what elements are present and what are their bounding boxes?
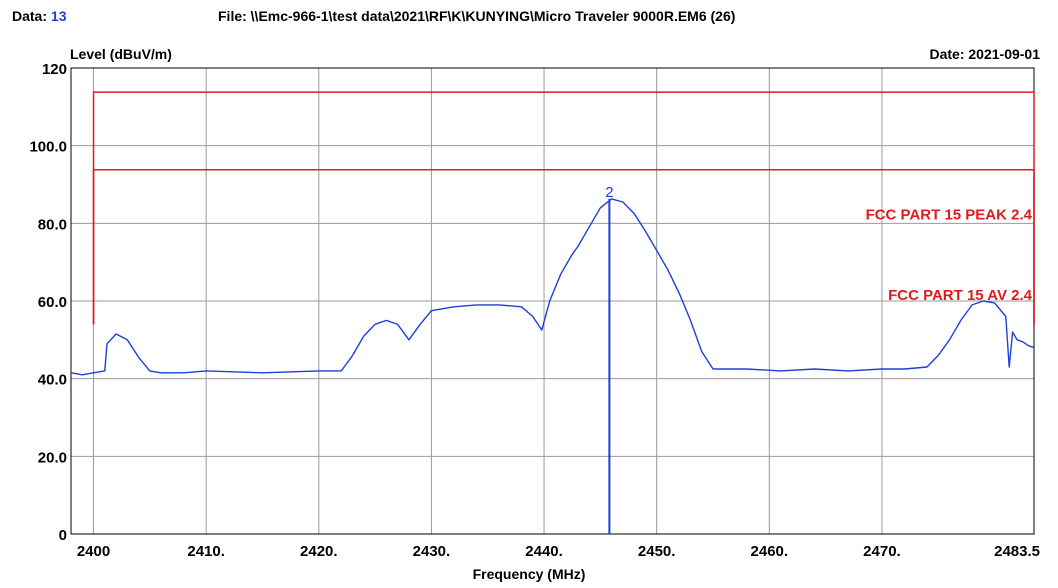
x-tick-label: 2483.5: [994, 543, 1040, 560]
x-tick-label: 2410.: [187, 543, 225, 560]
limit-lines: FCC PART 15 PEAK 2.4 FCC PART 15 AV 2.4: [92, 91, 1035, 325]
y-tick-label: 100.0: [29, 139, 67, 156]
x-tick-label: 2430.: [413, 543, 451, 560]
y-tick-label: 80.0: [38, 216, 67, 233]
x-tick-label: 2450.: [638, 543, 676, 560]
x-tick-label: 2470.: [863, 543, 901, 560]
y-axis-label: Level (dBuV/m): [70, 46, 172, 62]
x-tick-label: 2460.: [751, 543, 789, 560]
y-tick-label: 0: [59, 527, 67, 544]
x-tick-label: 2440.: [525, 543, 563, 560]
y-tick-label: 60.0: [38, 294, 67, 311]
data-number: 13: [50, 8, 67, 24]
spectrum-trace: [70, 198, 1035, 376]
y-tick-label: 120: [42, 61, 67, 78]
x-axis-label: Frequency (MHz): [472, 566, 586, 582]
limit-label: FCC PART 15 PEAK 2.4: [866, 206, 1033, 223]
marker-label: 2: [605, 184, 613, 201]
limit-line: [92, 168, 1035, 325]
x-tick-label: 2420.: [300, 543, 338, 560]
date-label: Date: 2021-09-01: [929, 46, 1040, 62]
x-tick-label: 2400: [77, 543, 110, 560]
limit-label: FCC PART 15 AV 2.4: [888, 287, 1033, 304]
y-tick-label: 20.0: [38, 449, 67, 466]
y-tick-label: 40.0: [38, 372, 67, 389]
file-path: File: \\Emc-966-1\test data\2021\RF\K\KU…: [218, 8, 736, 24]
data-label: Data: 13: [12, 8, 67, 24]
tick-labels: 2400 2410. 2420. 2430. 2440. 2450. 2460. 2470. 2…: [29, 61, 1040, 560]
marker: 2: [605, 184, 614, 534]
trace: [70, 198, 1035, 376]
